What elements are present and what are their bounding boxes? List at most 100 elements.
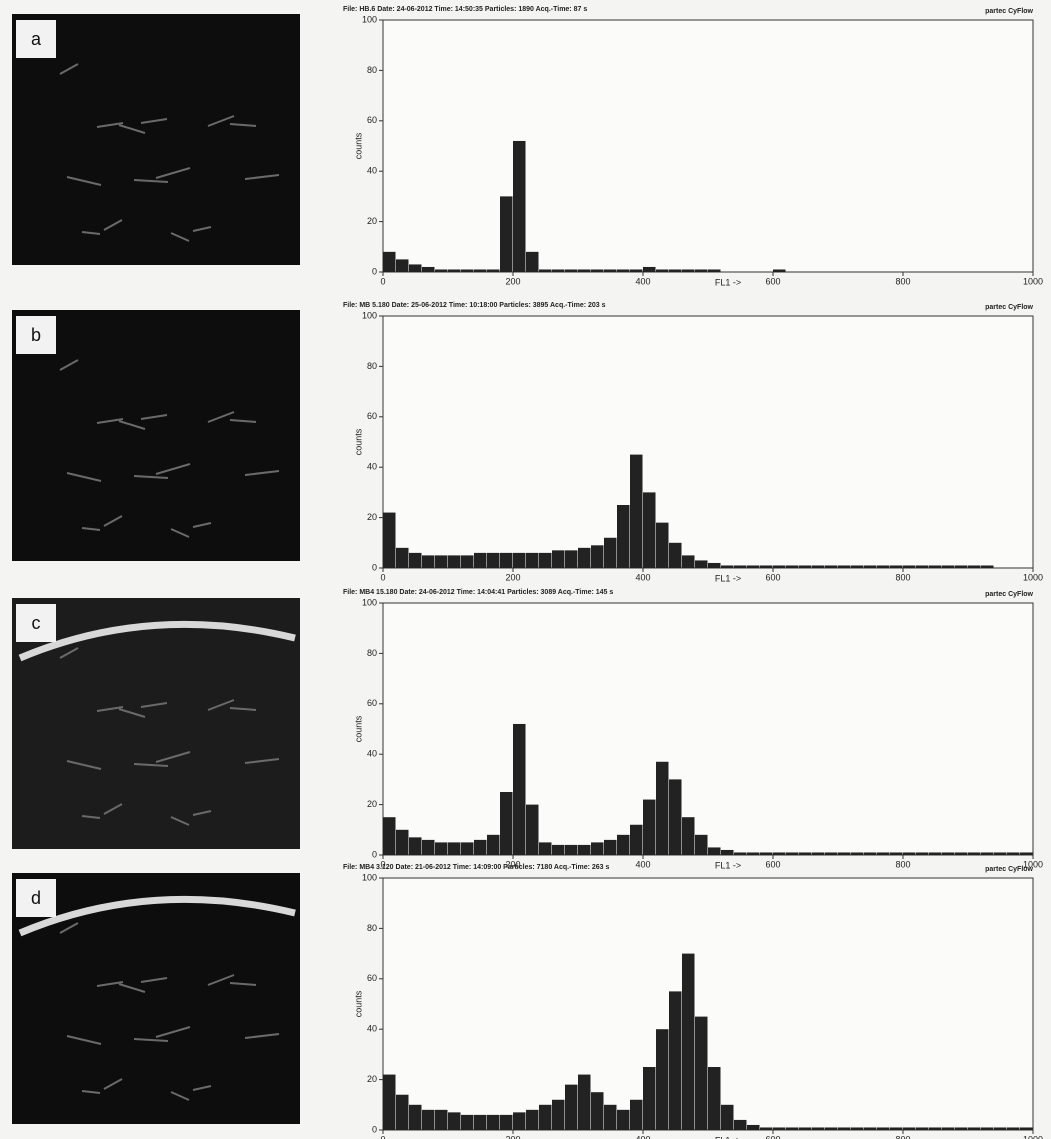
y-tick-label: 60 xyxy=(367,115,377,125)
y-tick-label: 60 xyxy=(367,411,377,421)
histogram-bar xyxy=(890,852,903,855)
y-tick-label: 60 xyxy=(367,973,377,983)
histogram-bar xyxy=(968,1127,981,1130)
histogram-bar xyxy=(383,252,396,272)
x-tick-label: 400 xyxy=(635,1134,650,1139)
histogram-bar xyxy=(994,1127,1007,1130)
histogram-bar xyxy=(500,1115,513,1130)
histogram-bar xyxy=(669,269,682,272)
y-axis-label: counts xyxy=(353,428,363,455)
y-tick-label: 40 xyxy=(367,749,377,759)
histogram-bar xyxy=(747,1125,760,1130)
histogram-bar xyxy=(578,548,591,568)
histogram-bar xyxy=(877,565,890,568)
histogram-bar xyxy=(656,269,669,272)
histogram-bar xyxy=(565,550,578,568)
x-tick-label: 1000 xyxy=(1023,572,1043,582)
histogram-bar xyxy=(838,565,851,568)
x-tick-label: 0 xyxy=(380,572,385,582)
histogram-bar xyxy=(604,840,617,855)
histogram-bar xyxy=(734,565,747,568)
histogram-bar xyxy=(526,805,539,855)
histogram-bar xyxy=(526,1110,539,1130)
histogram-bar xyxy=(851,565,864,568)
histogram-bar xyxy=(513,724,526,855)
histogram-bar xyxy=(825,852,838,855)
histogram-bar xyxy=(630,269,643,272)
y-tick-label: 40 xyxy=(367,462,377,472)
histogram-bar xyxy=(578,1075,591,1130)
y-axis-label: counts xyxy=(353,715,363,742)
histogram-bar xyxy=(825,565,838,568)
histogram-bar xyxy=(708,563,721,568)
histogram-bar xyxy=(474,840,487,855)
histogram-bar xyxy=(422,1110,435,1130)
x-axis-label: FL1 -> xyxy=(715,860,741,870)
histogram-bar xyxy=(656,523,669,568)
histogram-bar xyxy=(617,269,630,272)
panel-label: b xyxy=(31,325,41,345)
histogram-bar xyxy=(903,852,916,855)
x-tick-label: 0 xyxy=(380,1134,385,1139)
histogram-bar xyxy=(903,1127,916,1130)
histogram-bar xyxy=(682,954,695,1130)
histogram-bar xyxy=(630,455,643,568)
histogram-bar xyxy=(942,852,955,855)
histogram-bar xyxy=(721,1105,734,1130)
histogram-bar xyxy=(968,852,981,855)
histogram-bar xyxy=(890,1127,903,1130)
figure: abcd File: HB.6 Date: 24-06-2012 Time: 1… xyxy=(0,0,1051,1139)
histogram-bar xyxy=(929,1127,942,1130)
x-axis-label: FL1 -> xyxy=(715,573,741,583)
y-tick-label: 80 xyxy=(367,361,377,371)
y-tick-label: 100 xyxy=(362,872,377,882)
histogram-bar xyxy=(383,1075,396,1130)
x-tick-label: 400 xyxy=(635,572,650,582)
histogram-bar xyxy=(955,1127,968,1130)
histogram-bar xyxy=(669,779,682,855)
histogram-bar xyxy=(656,1029,669,1130)
corner-text: partec CyFlow xyxy=(985,866,1033,873)
histogram-bar xyxy=(994,852,1007,855)
histogram-bar xyxy=(786,852,799,855)
x-tick-label: 1000 xyxy=(1023,276,1043,286)
x-tick-label: 800 xyxy=(895,859,910,869)
y-tick-label: 0 xyxy=(372,849,377,859)
histogram-bar xyxy=(604,269,617,272)
histogram-bar xyxy=(591,842,604,855)
y-tick-label: 80 xyxy=(367,65,377,75)
histogram-bar xyxy=(396,548,409,568)
histogram-bar xyxy=(877,852,890,855)
histogram-bar xyxy=(760,1127,773,1130)
histogram-bar xyxy=(669,543,682,568)
plot-frame xyxy=(383,316,1033,568)
histogram-bar xyxy=(708,1067,721,1130)
histogram-bar xyxy=(1007,1127,1020,1130)
histogram-bar xyxy=(864,565,877,568)
histogram-bar xyxy=(526,553,539,568)
histogram-bar xyxy=(448,1112,461,1130)
y-tick-label: 100 xyxy=(362,597,377,607)
histogram-bar xyxy=(383,817,396,855)
histogram-bar xyxy=(747,565,760,568)
histogram-bar xyxy=(578,845,591,855)
histogram-bar xyxy=(552,269,565,272)
histogram-bar xyxy=(981,852,994,855)
panel-label: c xyxy=(32,613,41,633)
histogram-bar xyxy=(708,847,721,855)
histogram-bar xyxy=(630,1100,643,1130)
x-tick-label: 600 xyxy=(765,1134,780,1139)
x-tick-label: 200 xyxy=(505,1134,520,1139)
corner-text: partec CyFlow xyxy=(985,8,1033,15)
x-axis-label: FL1 -> xyxy=(715,277,741,287)
x-tick-label: 600 xyxy=(765,276,780,286)
histogram-bar xyxy=(812,1127,825,1130)
histogram-bar xyxy=(760,565,773,568)
x-tick-label: 0 xyxy=(380,276,385,286)
x-tick-label: 400 xyxy=(635,859,650,869)
histogram-bar xyxy=(487,553,500,568)
histogram-bar xyxy=(851,1127,864,1130)
histogram-bar xyxy=(760,852,773,855)
histogram-bar xyxy=(942,1127,955,1130)
chart-header: File: MB 5.180 Date: 25-06-2012 Time: 10… xyxy=(343,302,606,309)
